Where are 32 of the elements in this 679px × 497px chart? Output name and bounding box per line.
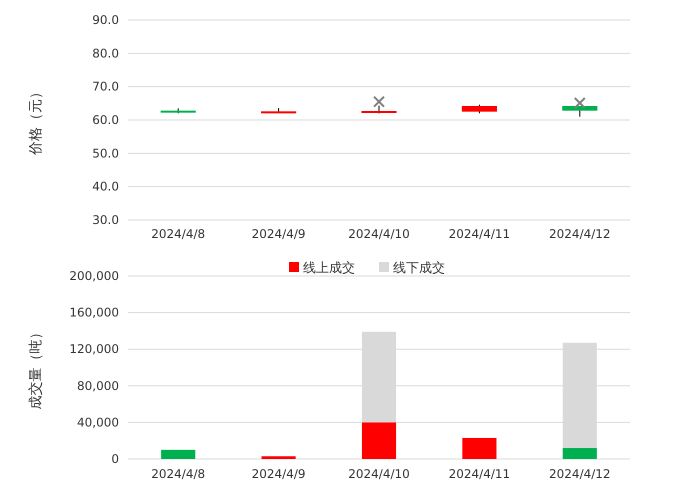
legend-label: 线上成交: [303, 260, 355, 276]
x-tick-label: 2024/4/8: [151, 467, 206, 481]
y-tick-label: 60.0: [92, 113, 119, 127]
bar: [161, 450, 196, 459]
y-tick-label: 80.0: [92, 46, 119, 60]
y-tick-label: 40.0: [92, 180, 119, 194]
y-axis-title: 成交量（吨）: [28, 326, 44, 410]
y-tick-label: 30.0: [92, 213, 119, 227]
x-tick-label: 2024/4/9: [252, 227, 306, 241]
bar: [462, 438, 496, 459]
bar: [562, 448, 597, 459]
x-tick-label: 2024/4/11: [448, 467, 510, 481]
bar: [262, 456, 296, 459]
bar: [362, 422, 396, 459]
x-tick-label: 2024/4/10: [348, 227, 410, 241]
x-tick-label: 2024/4/12: [549, 467, 611, 481]
y-tick-label: 0: [111, 452, 119, 466]
y-tick-label: 120,000: [69, 342, 119, 356]
x-tick-label: 2024/4/12: [549, 227, 611, 241]
x-tick-label: 2024/4/8: [151, 227, 206, 241]
y-tick-label: 200,000: [69, 269, 119, 283]
x-tick-label: 2024/4/9: [252, 467, 306, 481]
y-tick-label: 70.0: [92, 80, 119, 94]
y-tick-label: 80,000: [77, 378, 119, 393]
y-tick-label: 50.0: [92, 146, 119, 160]
y-tick-label: 40,000: [77, 415, 119, 430]
legend-label: 线下成交: [393, 260, 445, 276]
y-axis-title: 价格（元）: [28, 85, 44, 156]
x-tick-label: 2024/4/10: [348, 467, 410, 481]
x-tick-label: 2024/4/11: [448, 227, 510, 241]
y-tick-label: 160,000: [69, 306, 119, 320]
y-tick-label: 90.0: [92, 13, 119, 27]
